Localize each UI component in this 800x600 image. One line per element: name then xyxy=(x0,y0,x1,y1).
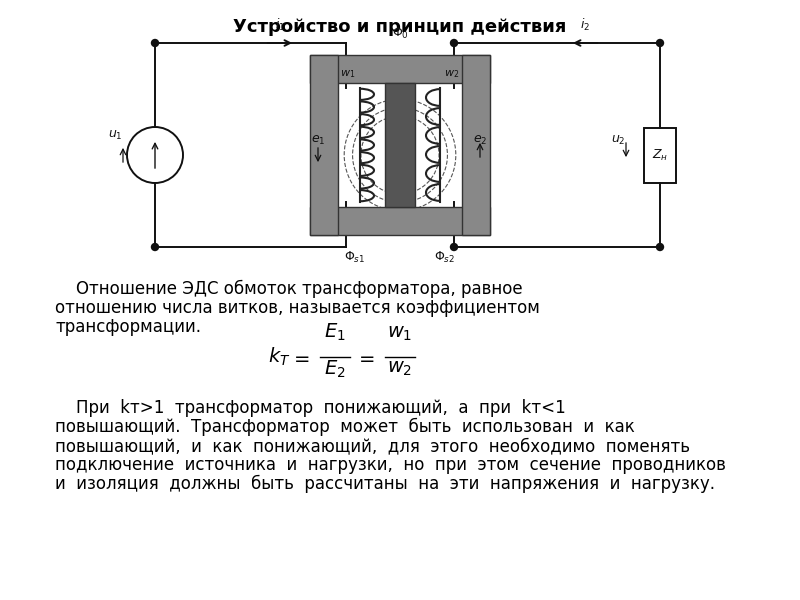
Text: $u_1$: $u_1$ xyxy=(108,128,122,142)
Text: трансформации.: трансформации. xyxy=(55,318,201,336)
Text: $Z_н$: $Z_н$ xyxy=(652,148,668,163)
Text: $w_2$: $w_2$ xyxy=(444,68,460,80)
Text: $k_T$: $k_T$ xyxy=(267,346,290,368)
Circle shape xyxy=(450,40,458,46)
Circle shape xyxy=(151,40,158,46)
Text: $e_1$: $e_1$ xyxy=(310,133,326,146)
Text: отношению числа витков, называется коэффициентом: отношению числа витков, называется коэфф… xyxy=(55,299,540,317)
Text: $=$: $=$ xyxy=(290,347,310,367)
Text: Устройство и принцип действия: Устройство и принцип действия xyxy=(234,18,566,36)
Text: $E_2$: $E_2$ xyxy=(324,359,346,380)
Bar xyxy=(310,55,490,83)
Text: $\Phi_{s1}$: $\Phi_{s1}$ xyxy=(344,250,366,265)
Text: $u_2$: $u_2$ xyxy=(610,133,626,146)
Text: Отношение ЭДС обмоток трансформатора, равное: Отношение ЭДС обмоток трансформатора, ра… xyxy=(55,280,522,298)
Text: $\Phi_0$: $\Phi_0$ xyxy=(391,26,409,41)
Text: При  kт>1  трансформатор  понижающий,  а  при  kт<1: При kт>1 трансформатор понижающий, а при… xyxy=(55,399,566,417)
Text: $e_2$: $e_2$ xyxy=(473,133,487,146)
Bar xyxy=(310,55,338,235)
Text: повышающий,  и  как  понижающий,  для  этого  необходимо  поменять: повышающий, и как понижающий, для этого … xyxy=(55,437,690,455)
Text: $\Phi_{s2}$: $\Phi_{s2}$ xyxy=(434,250,455,265)
Circle shape xyxy=(450,244,458,251)
Text: $w_2$: $w_2$ xyxy=(387,359,413,378)
Text: $i_2$: $i_2$ xyxy=(580,17,590,33)
Circle shape xyxy=(657,40,663,46)
Text: $=$: $=$ xyxy=(355,347,375,367)
Circle shape xyxy=(151,244,158,251)
Text: повышающий.  Трансформатор  может  быть  использован  и  как: повышающий. Трансформатор может быть исп… xyxy=(55,418,634,436)
Circle shape xyxy=(657,244,663,251)
Text: $E_1$: $E_1$ xyxy=(324,322,346,343)
Bar xyxy=(644,127,676,182)
Bar xyxy=(310,207,490,235)
Text: и  изоляция  должны  быть  рассчитаны  на  эти  напряжения  и  нагрузку.: и изоляция должны быть рассчитаны на эти… xyxy=(55,475,715,493)
Bar xyxy=(462,55,490,235)
Text: $w_1$: $w_1$ xyxy=(387,324,413,343)
Text: подключение  источника  и  нагрузки,  но  при  этом  сечение  проводников: подключение источника и нагрузки, но при… xyxy=(55,456,726,474)
Text: $i_1$: $i_1$ xyxy=(275,17,285,33)
Bar xyxy=(385,83,415,207)
Text: $w_1$: $w_1$ xyxy=(340,68,356,80)
